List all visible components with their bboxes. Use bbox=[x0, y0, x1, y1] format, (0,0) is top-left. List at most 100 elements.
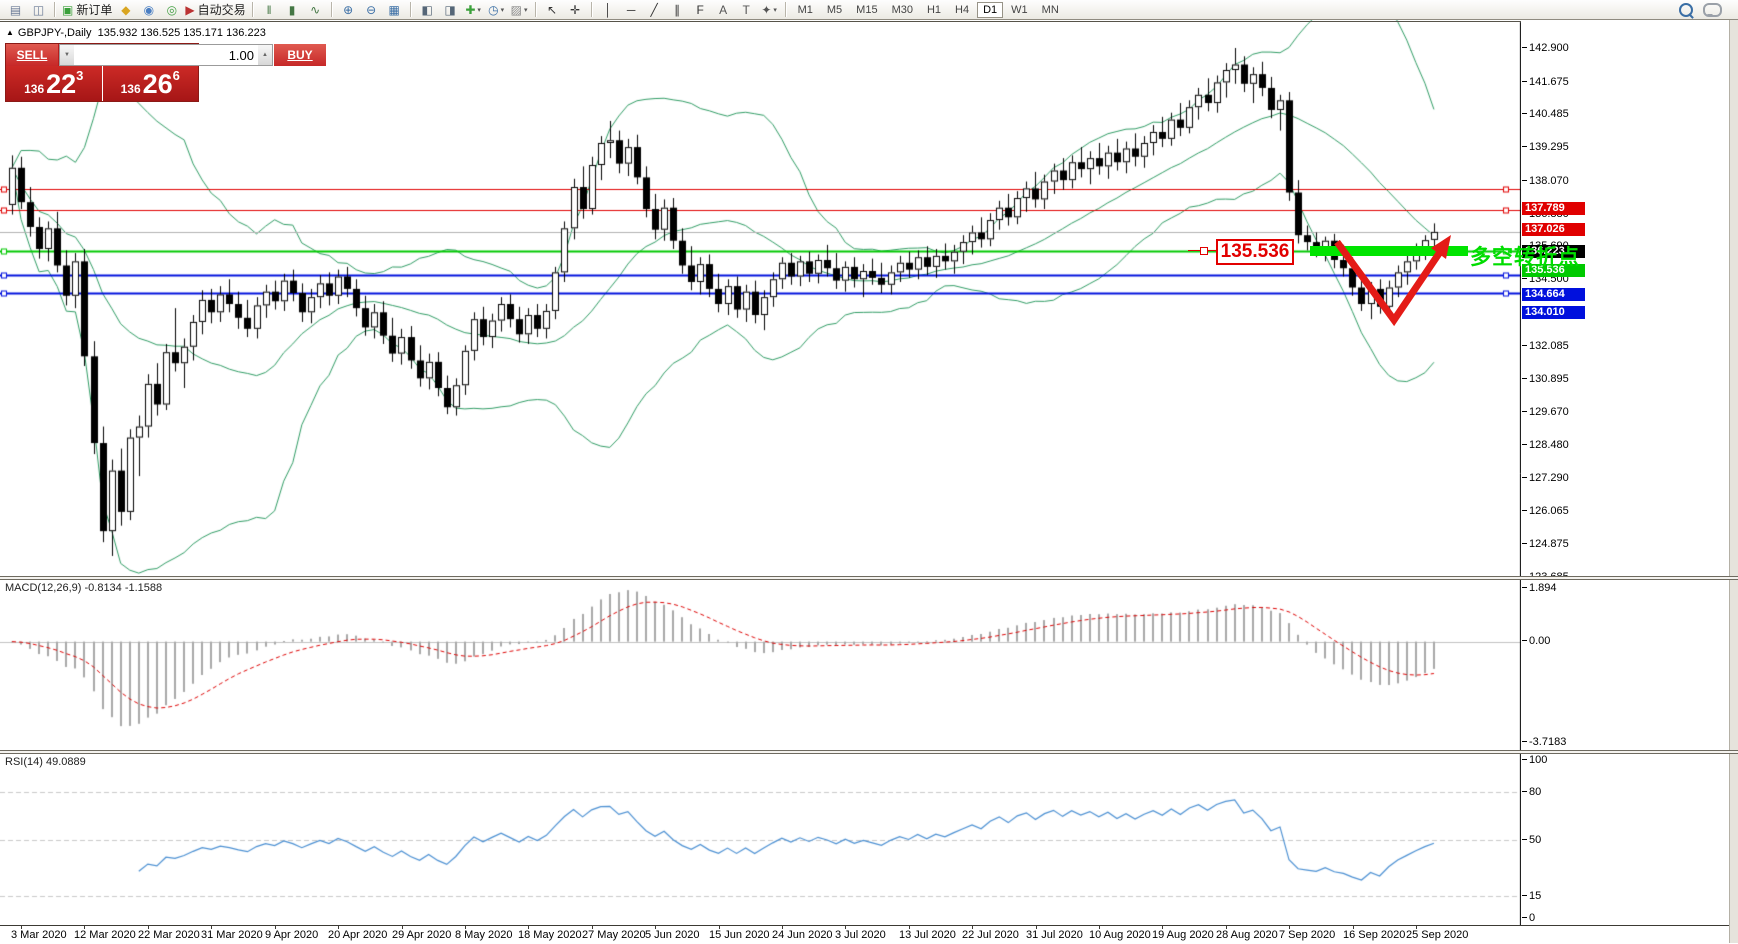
rsi-value: 49.0889 bbox=[45, 756, 86, 768]
buy-button[interactable]: BUY bbox=[274, 44, 326, 66]
sell-button[interactable]: SELL bbox=[6, 44, 58, 66]
data-window-icon[interactable]: ◫ bbox=[28, 0, 49, 19]
chat-icon[interactable] bbox=[1703, 2, 1722, 17]
price-tag-135.536[interactable]: 135.536 bbox=[1522, 263, 1585, 277]
date-label: 25 Sep 2020 bbox=[1406, 929, 1469, 941]
sell-price-pips: 22 bbox=[46, 68, 77, 99]
price-annotation-box[interactable]: 135.536 bbox=[1216, 239, 1294, 265]
new-order-button[interactable]: ▣ 新订单 bbox=[61, 0, 113, 19]
timeframe-h4[interactable]: H4 bbox=[949, 2, 975, 18]
price-chart-canvas[interactable] bbox=[0, 20, 1521, 925]
date-tick bbox=[845, 926, 846, 929]
date-label: 22 Jul 2020 bbox=[962, 929, 1019, 941]
toolbar-separator bbox=[590, 2, 593, 17]
rsi-panel-splitter[interactable] bbox=[0, 750, 1738, 754]
volume-input[interactable] bbox=[74, 45, 258, 65]
price-tag-134.664[interactable]: 134.664 bbox=[1522, 287, 1585, 301]
vertical-line-icon: │ bbox=[604, 2, 612, 17]
buy-price-point: 6 bbox=[172, 68, 180, 83]
date-tick bbox=[1226, 926, 1227, 929]
bars-chart-icon[interactable]: ‖ bbox=[259, 0, 280, 19]
community-icon[interactable]: ◉ bbox=[138, 0, 159, 19]
channel-icon: ∥ bbox=[674, 2, 681, 17]
shapes-icon[interactable]: ✦ ▾ bbox=[759, 0, 780, 19]
date-tick bbox=[211, 926, 212, 929]
trade-panel-price-row: 136 22 3 136 26 6 bbox=[6, 66, 198, 101]
price-axis-label: 124.875 bbox=[1522, 538, 1569, 551]
date-label: 12 Mar 2020 bbox=[74, 929, 136, 941]
timeframe-m1[interactable]: M1 bbox=[792, 2, 819, 18]
date-tick bbox=[1353, 926, 1354, 929]
periods-icon[interactable]: ◷ ▾ bbox=[486, 0, 507, 19]
date-tick bbox=[338, 926, 339, 929]
date-label: 20 Apr 2020 bbox=[328, 929, 388, 941]
zoom-out-icon[interactable]: ⊖ bbox=[361, 0, 382, 19]
indicators-icon: ✚ bbox=[465, 2, 476, 17]
price-label-anchor bbox=[1200, 247, 1208, 255]
text-label-icon[interactable]: T bbox=[736, 0, 757, 19]
price-tag-137.026[interactable]: 137.026 bbox=[1522, 222, 1585, 236]
date-label: 24 Jun 2020 bbox=[772, 929, 833, 941]
timeframe-w1[interactable]: W1 bbox=[1005, 2, 1034, 18]
autotrading-button-label: 自动交易 bbox=[197, 3, 246, 17]
trend-arrow[interactable] bbox=[1320, 215, 1470, 345]
horizontal-line-icon[interactable]: ─ bbox=[621, 0, 642, 19]
cascade-windows-icon: ◨ bbox=[444, 2, 456, 17]
tile-windows-icon[interactable]: ▦ bbox=[384, 0, 405, 19]
timeframe-m5[interactable]: M5 bbox=[821, 2, 848, 18]
new-order-button-label: 新订单 bbox=[76, 3, 113, 17]
search-icon[interactable] bbox=[1679, 2, 1693, 17]
price-axis-label: 126.065 bbox=[1522, 505, 1569, 518]
fibonacci-icon[interactable]: F bbox=[690, 0, 711, 19]
autotrading-button[interactable]: ▶ 自动交易 bbox=[184, 0, 246, 19]
toolbar-separator bbox=[784, 2, 787, 17]
templates-icon: ▨ bbox=[510, 2, 523, 17]
turning-point-text[interactable]: 多空转折点 bbox=[1470, 246, 1580, 269]
templates-icon[interactable]: ▨ ▾ bbox=[509, 0, 530, 19]
date-label: 7 Sep 2020 bbox=[1279, 929, 1336, 941]
price-axis-label: 138.070 bbox=[1522, 174, 1569, 187]
tile-windows-icon: ▦ bbox=[388, 2, 400, 17]
date-tick bbox=[782, 926, 783, 929]
crosshair-icon[interactable]: ✛ bbox=[565, 0, 586, 19]
price-tag-134.010[interactable]: 134.010 bbox=[1522, 305, 1585, 319]
date-label: 27 May 2020 bbox=[582, 929, 646, 941]
dropdown-caret-icon: ▾ bbox=[500, 6, 505, 14]
volume-decrease-button[interactable]: ▼ bbox=[60, 45, 74, 65]
trendline-icon[interactable]: ╱ bbox=[644, 0, 665, 19]
timeframe-mn[interactable]: MN bbox=[1036, 2, 1065, 18]
timeframe-m30[interactable]: M30 bbox=[886, 2, 919, 18]
signals-icon[interactable]: ◎ bbox=[161, 0, 182, 19]
cascade-windows-icon[interactable]: ◨ bbox=[440, 0, 461, 19]
volume-increase-button[interactable]: ▲ bbox=[258, 45, 272, 65]
indicators-icon[interactable]: ✚ ▾ bbox=[463, 0, 484, 19]
vertical-line-icon[interactable]: │ bbox=[598, 0, 619, 19]
signals-icon: ◎ bbox=[166, 2, 178, 17]
market-icon[interactable]: ◆ bbox=[115, 0, 136, 19]
text-icon[interactable]: A bbox=[713, 0, 734, 19]
timeframe-d1[interactable]: D1 bbox=[977, 1, 1004, 18]
line-chart-icon[interactable]: ∿ bbox=[305, 0, 326, 19]
collapse-panel-icon[interactable]: ▲ bbox=[6, 28, 14, 37]
periods-icon: ◷ bbox=[488, 2, 499, 17]
sell-price[interactable]: 136 22 3 bbox=[6, 66, 102, 101]
zoom-in-icon[interactable]: ⊕ bbox=[338, 0, 359, 19]
macd-panel-splitter[interactable] bbox=[0, 576, 1738, 580]
price-tag-136.223: 136.223 bbox=[1522, 244, 1585, 258]
cursor-icon[interactable]: ↖ bbox=[542, 0, 563, 19]
support-highlight-bar[interactable] bbox=[1310, 246, 1468, 256]
macd-axis-label: -3.7183 bbox=[1521, 736, 1567, 748]
chart-window-icon[interactable]: ▤ bbox=[5, 0, 26, 19]
sell-price-handle: 136 bbox=[24, 82, 45, 96]
price-axis-label: 128.480 bbox=[1522, 438, 1569, 451]
channel-icon[interactable]: ∥ bbox=[667, 0, 688, 19]
timeframe-h1[interactable]: H1 bbox=[921, 2, 947, 18]
buy-price[interactable]: 136 26 6 bbox=[102, 66, 198, 101]
date-tick bbox=[465, 926, 466, 929]
toolbar-separator bbox=[251, 2, 254, 17]
chart-window-top-border bbox=[0, 21, 1738, 22]
candlestick-chart-icon[interactable]: ▮ bbox=[282, 0, 303, 19]
timeframe-m15[interactable]: M15 bbox=[850, 2, 883, 18]
price-tag-137.789[interactable]: 137.789 bbox=[1522, 201, 1585, 215]
arrange-windows-icon[interactable]: ◧ bbox=[417, 0, 438, 19]
